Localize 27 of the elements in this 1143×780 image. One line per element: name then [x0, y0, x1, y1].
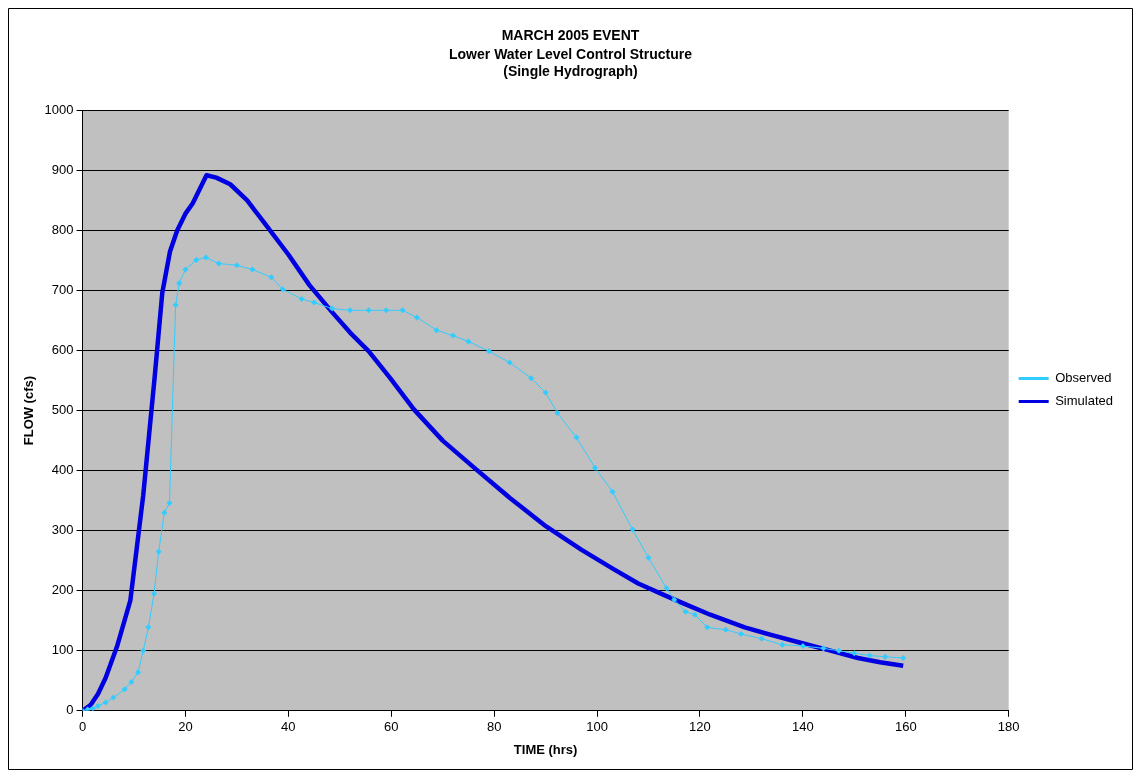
x-tick-label: 20	[178, 719, 193, 735]
x-tick-label: 120	[689, 719, 711, 735]
x-tick-label: 0	[78, 719, 87, 735]
y-tick-label: 700	[51, 282, 74, 298]
y-tick-label: 200	[51, 582, 74, 598]
y-tick-label: 500	[51, 402, 74, 418]
chart-subtitle: Lower Water Level Control Structure (Single Hydrograph)	[449, 46, 693, 79]
y-tick-label: 0	[66, 702, 74, 718]
y-tick-label: 1000	[44, 101, 74, 117]
legend-label: Observed	[1055, 370, 1112, 386]
y-tick-label: 400	[51, 462, 74, 478]
x-tick-label: 160	[894, 719, 917, 735]
y-axis-title: FLOW (cfs)	[21, 375, 37, 446]
x-tick-label: 80	[486, 719, 502, 735]
y-tick-label: 300	[51, 522, 74, 538]
y-tick-label: 900	[51, 162, 74, 178]
x-tick-label: 40	[281, 719, 296, 735]
chart-title: MARCH 2005 EVENT	[501, 27, 640, 44]
x-axis-title: TIME (hrs)	[513, 741, 578, 757]
y-tick-label: 800	[51, 222, 74, 238]
x-tick-label: 140	[792, 719, 814, 735]
x-tick-label: 100	[586, 719, 608, 735]
x-tick-label: 180	[997, 719, 1020, 735]
legend-label: Simulated	[1055, 393, 1113, 409]
x-tick-label: 60	[384, 719, 399, 735]
y-tick-label: 600	[51, 342, 74, 358]
y-tick-label: 100	[51, 642, 74, 658]
